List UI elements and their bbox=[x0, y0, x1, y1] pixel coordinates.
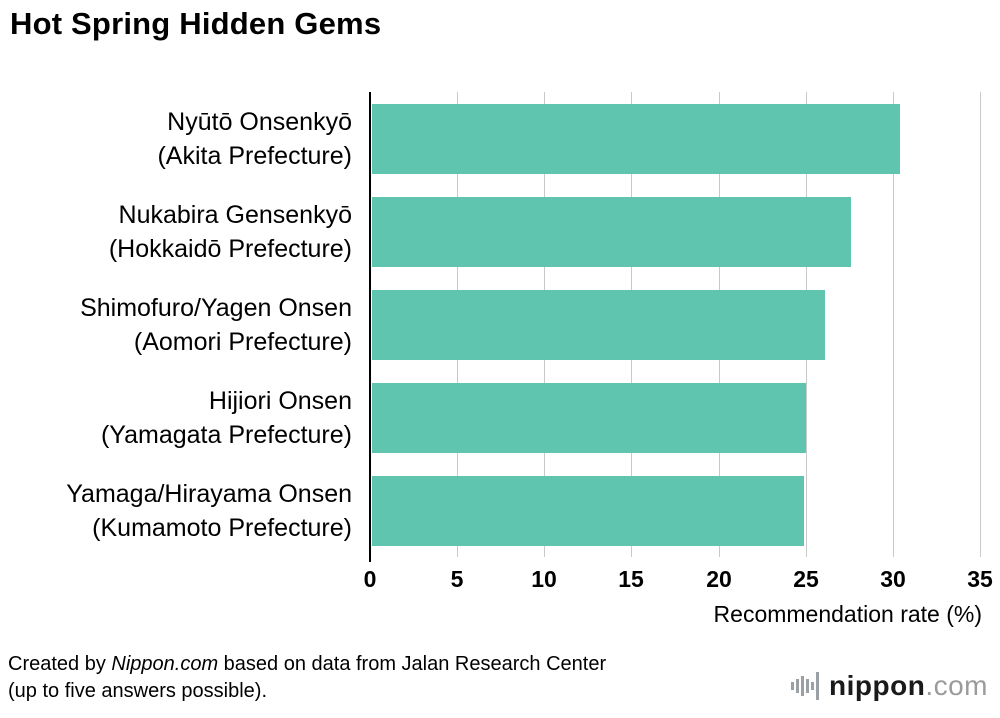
credit-suffix: based on data from Jalan Research Center bbox=[218, 653, 607, 675]
category-label-line: Nyūtō Onsenkyō bbox=[167, 108, 352, 136]
gridline bbox=[980, 92, 981, 557]
logo-name: nippon bbox=[829, 670, 926, 701]
x-axis-label: Recommendation rate (%) bbox=[713, 601, 982, 627]
bar-2 bbox=[372, 197, 851, 267]
category-label-line: Yamaga/Hirayama Onsen bbox=[66, 480, 352, 508]
x-tick-label: 5 bbox=[450, 566, 464, 592]
x-tick-label: 25 bbox=[793, 566, 819, 592]
nippon-logo: nippon .com bbox=[791, 670, 988, 702]
category-label-line: (Kumamoto Prefecture) bbox=[92, 514, 352, 542]
bar-4 bbox=[372, 383, 806, 453]
x-tick-label: 0 bbox=[363, 566, 377, 592]
category-label-line: Hijiori Onsen bbox=[208, 387, 352, 415]
bar-3 bbox=[372, 290, 825, 360]
credit-prefix: Created by bbox=[8, 653, 112, 675]
credit-source: Nippon.com bbox=[111, 653, 219, 675]
x-tick-label: 30 bbox=[880, 566, 906, 592]
category-label-5: Yamaga/Hirayama Onsen (Kumamoto Prefectur… bbox=[66, 477, 352, 545]
bar-1 bbox=[372, 104, 900, 174]
category-label-4: Hijiori Onsen (Yamagata Prefecture) bbox=[101, 384, 352, 452]
category-label-2: Nukabira Gensenkyō (Hokkaidō Prefecture) bbox=[109, 198, 352, 266]
category-label-line: (Hokkaidō Prefecture) bbox=[108, 235, 352, 263]
category-label-line: Nukabira Gensenkyō bbox=[118, 201, 352, 229]
source-credit: Created by Nippon.com based on data from… bbox=[8, 651, 606, 705]
category-label-3: Shimofuro/Yagen Onsen (Aomori Prefecture) bbox=[80, 291, 352, 359]
x-tick-label: 20 bbox=[706, 566, 732, 592]
x-tick-label: 35 bbox=[967, 566, 993, 592]
category-label-line: Shimofuro/Yagen Onsen bbox=[80, 294, 352, 322]
x-tick-label: 15 bbox=[618, 566, 644, 592]
y-axis-line bbox=[369, 92, 371, 562]
gridline bbox=[893, 92, 894, 557]
x-tick-label: 10 bbox=[531, 566, 557, 592]
logo-tld: .com bbox=[925, 670, 988, 701]
category-label-line: (Yamagata Prefecture) bbox=[100, 421, 352, 449]
credit-line-2: (up to five answers possible). bbox=[8, 680, 268, 702]
category-label-1: Nyūtō Onsenkyō (Akita Prefecture) bbox=[157, 105, 352, 173]
category-label-line: (Aomori Prefecture) bbox=[133, 328, 352, 356]
credit-line-1: Created by Nippon.com based on data from… bbox=[8, 651, 606, 678]
plot-area bbox=[370, 92, 981, 557]
chart-title: Hot Spring Hidden Gems bbox=[10, 6, 382, 41]
bar-5 bbox=[372, 476, 804, 546]
category-label-line: (Akita Prefecture) bbox=[157, 142, 352, 170]
soundwave-icon bbox=[791, 672, 820, 700]
